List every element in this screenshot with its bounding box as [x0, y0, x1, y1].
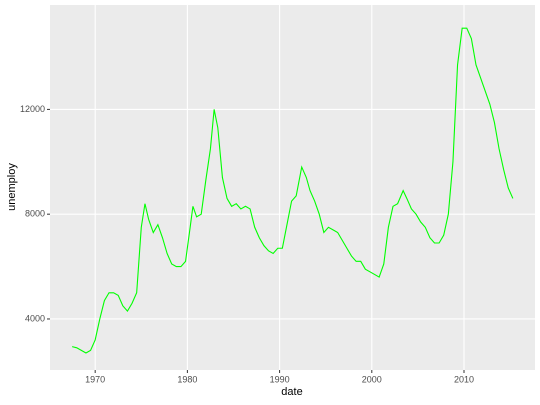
y-tick-label: 4000 [25, 313, 45, 323]
y-tick-label: 12000 [20, 104, 45, 114]
x-tick-label: 1980 [177, 374, 197, 384]
x-tick-label: 1990 [270, 374, 290, 384]
y-tick-label: 8000 [25, 209, 45, 219]
y-axis-title: unemploy [6, 163, 18, 211]
x-tick-label: 1970 [85, 374, 105, 384]
panel [50, 5, 535, 370]
x-tick-label: 2000 [362, 374, 382, 384]
x-axis-title: date [281, 386, 302, 398]
x-tick-label: 2010 [454, 374, 474, 384]
data-line [71, 27, 514, 354]
